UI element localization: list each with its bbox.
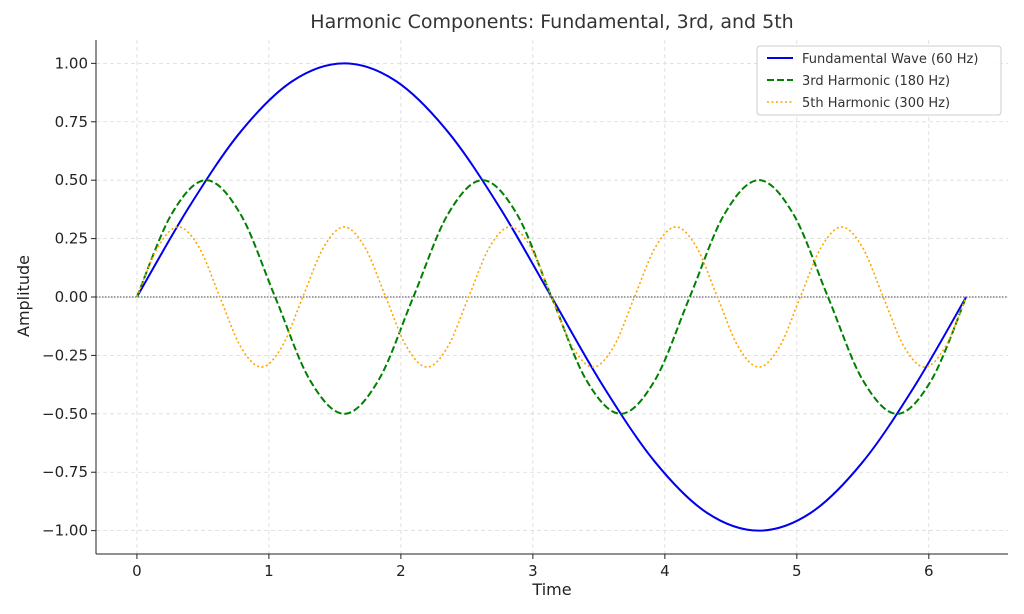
x-tick-label: 5 xyxy=(792,562,802,580)
x-tick-label: 0 xyxy=(132,562,142,580)
legend-box xyxy=(756,45,1002,116)
y-tick-label: 1.00 xyxy=(55,54,88,72)
y-tick-label: 0.00 xyxy=(55,288,88,306)
x-tick-label: 1 xyxy=(264,562,274,580)
series-layer xyxy=(135,62,968,532)
y-tick-label: −0.50 xyxy=(42,405,88,423)
chart-title: Harmonic Components: Fundamental, 3rd, a… xyxy=(310,11,793,33)
legend-item-fifth-harmonic-label: 5th Harmonic (300 Hz) xyxy=(802,96,950,111)
y-tick-label: −0.75 xyxy=(42,463,88,481)
ticks-layer: 0 1 2 3 4 5 6 1.00 0.75 0.50 0.25 0.00 −0.25 −0.50 −0.… xyxy=(42,54,934,580)
y-tick-label: 0.25 xyxy=(55,230,88,248)
legend-item-third-harmonic-label: 3rd Harmonic (180 Hz) xyxy=(802,74,950,89)
x-tick-label: 3 xyxy=(528,562,538,580)
legend: Fundamental Wave (60 Hz) 3rd Harmonic (18… xyxy=(756,45,1002,116)
fifth-harmonic-line xyxy=(136,226,967,368)
x-tick-label: 2 xyxy=(396,562,406,580)
x-tick-label: 4 xyxy=(660,562,670,580)
y-tick-label: 0.75 xyxy=(55,113,88,131)
y-tick-label: 0.50 xyxy=(55,171,88,189)
y-tick-label: −0.25 xyxy=(42,346,88,364)
y-axis-title: Amplitude xyxy=(14,255,33,337)
legend-item-fundamental-label: Fundamental Wave (60 Hz) xyxy=(802,52,978,67)
fundamental-wave-line xyxy=(136,62,968,532)
y-tick-label: −1.00 xyxy=(42,522,88,540)
x-axis-title: Time xyxy=(531,580,571,599)
x-tick-label: 6 xyxy=(924,562,934,580)
